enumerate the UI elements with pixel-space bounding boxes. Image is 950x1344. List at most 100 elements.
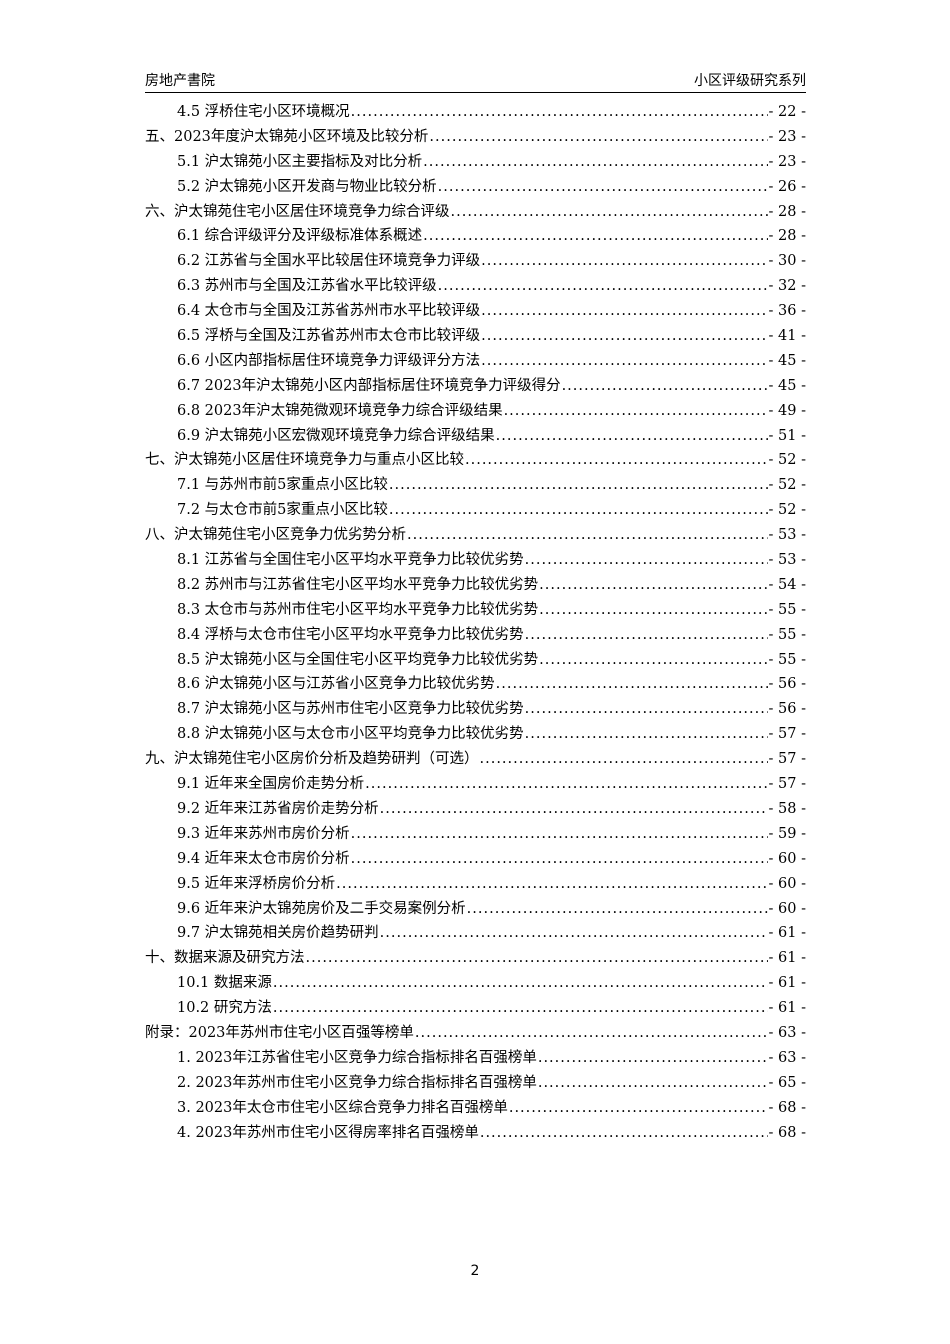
toc-entry-page: - 60 - [768,850,806,867]
toc-entry[interactable]: 4. 2023年苏州市住宅小区得房率排名百强榜单 - 68 - [145,1121,806,1146]
toc-entry[interactable]: 八、沪太锦苑住宅小区竞争力优劣势分析 - 53 - [145,523,806,548]
toc-entry[interactable]: 1. 2023年江苏省住宅小区竞争力综合指标排名百强榜单 - 63 - [145,1046,806,1071]
dot-leader [438,175,768,200]
toc-entry-title: 1. 2023年江苏省住宅小区竞争力综合指标排名百强榜单 [177,1049,537,1066]
toc-entry[interactable]: 6.3 苏州市与全国及江苏省水平比较评级 - 32 - [145,274,806,299]
toc-entry-page: - 57 - [768,751,806,768]
toc-entry-page: - 54 - [768,576,806,593]
toc-entry-page: - 59 - [768,825,806,842]
dot-leader [480,747,768,772]
toc-entry[interactable]: 3. 2023年太仓市住宅小区综合竞争力排名百强榜单 - 68 - [145,1096,806,1121]
toc-entry[interactable]: 九、沪太锦苑住宅小区房价分析及趋势研判（可选） - 57 - [145,747,806,772]
toc-entry-page: - 52 - [768,477,806,494]
toc-entry[interactable]: 8.6 沪太锦苑小区与江苏省小区竞争力比较优劣势 - 56 - [145,672,806,697]
page-number: 2 [470,1263,480,1279]
page-header: 房地产書院 小区评级研究系列 [145,66,806,93]
toc-entry-title: 9.2 近年来江苏省房价走势分析 [177,800,379,817]
toc-entry-page: - 51 - [768,427,806,444]
toc-entry-title: 9.5 近年来浮桥房价分析 [177,875,336,892]
dot-leader [467,897,768,922]
toc-entry-page: - 52 - [768,452,806,469]
toc-entry-page: - 63 - [768,1024,806,1041]
toc-entry[interactable]: 10.1 数据来源 - 61 - [145,971,806,996]
toc-entry-title: 7.2 与太仓市前5家重点小区比较 [177,502,388,519]
toc-entry-title: 8.5 沪太锦苑小区与全国住宅小区平均竞争力比较优劣势 [177,651,539,668]
dot-leader [504,399,768,424]
toc-entry-page: - 60 - [768,875,806,892]
toc-entry-title: 8.3 太仓市与苏州市住宅小区平均水平竞争力比较优劣势 [177,601,539,618]
dot-leader [539,648,767,673]
toc-entry-title: 9.7 沪太锦苑相关房价趋势研判 [177,925,379,942]
toc-entry[interactable]: 6.8 2023年沪太锦苑微观环境竞争力综合评级结果 - 49 - [145,399,806,424]
toc-entry[interactable]: 6.5 浮桥与全国及江苏省苏州市太仓市比较评级 - 41 - [145,324,806,349]
toc-entry[interactable]: 9.2 近年来江苏省房价走势分析 - 58 - [145,797,806,822]
toc-entry[interactable]: 十、数据来源及研究方法 - 61 - [145,946,806,971]
toc-entry-title: 6.9 沪太锦苑小区宏微观环境竞争力综合评级结果 [177,427,495,444]
toc-entry-title: 9.1 近年来全国房价走势分析 [177,776,365,793]
toc-entry-title: 6.2 江苏省与全国水平比较居住环境竞争力评级 [177,253,481,270]
toc-entry-page: - 61 - [768,925,806,942]
toc-entry[interactable]: 7.1 与苏州市前5家重点小区比较 - 52 - [145,473,806,498]
toc-entry[interactable]: 五、2023年度沪太锦苑小区环境及比较分析 - 23 - [145,125,806,150]
toc-entry[interactable]: 9.7 沪太锦苑相关房价趋势研判 - 61 - [145,921,806,946]
toc-entry[interactable]: 六、沪太锦苑住宅小区居住环境竞争力综合评级 - 28 - [145,200,806,225]
toc-entry[interactable]: 6.2 江苏省与全国水平比较居住环境竞争力评级 - 30 - [145,249,806,274]
toc-entry[interactable]: 6.1 综合评级评分及评级标准体系概述 - 28 - [145,224,806,249]
toc-entry[interactable]: 9.4 近年来太仓市房价分析 - 60 - [145,847,806,872]
toc-entry-page: - 28 - [768,203,806,220]
toc-entry-page: - 57 - [768,726,806,743]
toc-entry[interactable]: 6.9 沪太锦苑小区宏微观环境竞争力综合评级结果 - 51 - [145,424,806,449]
toc-entry[interactable]: 6.6 小区内部指标居住环境竞争力评级评分方法 - 45 - [145,349,806,374]
dot-leader [525,722,768,747]
toc-entry[interactable]: 9.5 近年来浮桥房价分析 - 60 - [145,872,806,897]
toc-entry[interactable]: 9.6 近年来沪太锦苑房价及二手交易案例分析 - 60 - [145,897,806,922]
toc-entry[interactable]: 5.1 沪太锦苑小区主要指标及对比分析 - 23 - [145,150,806,175]
toc-entry-page: - 45 - [768,377,806,394]
toc-entry-title: 6.5 浮桥与全国及江苏省苏州市太仓市比较评级 [177,328,481,345]
toc-entry-title: 8.2 苏州市与江苏省住宅小区平均水平竞争力比较优劣势 [177,576,539,593]
dot-leader [351,847,768,872]
toc-entry[interactable]: 9.1 近年来全国房价走势分析 - 57 - [145,772,806,797]
toc-entry[interactable]: 4.5 浮桥住宅小区环境概况 - 22 - [145,100,806,125]
dot-leader [451,200,768,225]
toc-entry-page: - 56 - [768,701,806,718]
toc-entry-title: 5.2 沪太锦苑小区开发商与物业比较分析 [177,178,437,195]
toc-entry-page: - 26 - [768,178,806,195]
toc-entry[interactable]: 8.1 江苏省与全国住宅小区平均水平竞争力比较优劣势 - 53 - [145,548,806,573]
toc-entry[interactable]: 七、沪太锦苑小区居住环境竞争力与重点小区比较 - 52 - [145,448,806,473]
dot-leader [423,150,767,175]
toc-entry[interactable]: 5.2 沪太锦苑小区开发商与物业比较分析 - 26 - [145,175,806,200]
toc-entry[interactable]: 7.2 与太仓市前5家重点小区比较 - 52 - [145,498,806,523]
toc-entry-page: - 49 - [768,402,806,419]
toc-entry[interactable]: 8.7 沪太锦苑小区与苏州市住宅小区竞争力比较优劣势 - 56 - [145,697,806,722]
toc-entry-title: 六、沪太锦苑住宅小区居住环境竞争力综合评级 [145,203,450,220]
toc-entry-page: - 61 - [768,975,806,992]
toc-entry[interactable]: 8.5 沪太锦苑小区与全国住宅小区平均竞争力比较优劣势 - 55 - [145,648,806,673]
toc-entry[interactable]: 8.3 太仓市与苏州市住宅小区平均水平竞争力比较优劣势 - 55 - [145,598,806,623]
toc-entry-title: 2. 2023年苏州市住宅小区竞争力综合指标排名百强榜单 [177,1074,537,1091]
toc-entry[interactable]: 6.7 2023年沪太锦苑小区内部指标居住环境竞争力评级得分 - 45 - [145,374,806,399]
toc-entry-title: 九、沪太锦苑住宅小区房价分析及趋势研判（可选） [145,751,479,768]
dot-leader [380,921,768,946]
toc-entry[interactable]: 2. 2023年苏州市住宅小区竞争力综合指标排名百强榜单 - 65 - [145,1071,806,1096]
toc-entry[interactable]: 8.2 苏州市与江苏省住宅小区平均水平竞争力比较优劣势 - 54 - [145,573,806,598]
toc-entry-title: 6.4 太仓市与全国及江苏省苏州市水平比较评级 [177,303,481,320]
toc-entry-title: 7.1 与苏州市前5家重点小区比较 [177,477,388,494]
toc-entry-title: 5.1 沪太锦苑小区主要指标及对比分析 [177,153,423,170]
toc-entry[interactable]: 9.3 近年来苏州市房价分析 - 59 - [145,822,806,847]
toc-entry[interactable]: 6.4 太仓市与全国及江苏省苏州市水平比较评级 - 36 - [145,299,806,324]
dot-leader [539,598,767,623]
toc-entry-title: 6.3 苏州市与全国及江苏省水平比较评级 [177,278,437,295]
toc-entry[interactable]: 8.8 沪太锦苑小区与太仓市小区平均竞争力比较优劣势 - 57 - [145,722,806,747]
dot-leader [496,672,768,697]
toc-entry-page: - 58 - [768,800,806,817]
toc-entry-page: - 23 - [768,153,806,170]
toc-entry[interactable]: 8.4 浮桥与太仓市住宅小区平均水平竞争力比较优劣势 - 55 - [145,623,806,648]
dot-leader [525,697,768,722]
dot-leader [351,822,768,847]
header-left: 房地产書院 [145,73,215,89]
table-of-contents: 4.5 浮桥住宅小区环境概况 - 22 - 五、2023年度沪太锦苑小区环境及比较分… [145,100,806,1145]
toc-entry[interactable]: 10.2 研究方法 - 61 - [145,996,806,1021]
toc-entry[interactable]: 附录：2023年苏州市住宅小区百强等榜单 - 63 - [145,1021,806,1046]
dot-leader [407,523,768,548]
